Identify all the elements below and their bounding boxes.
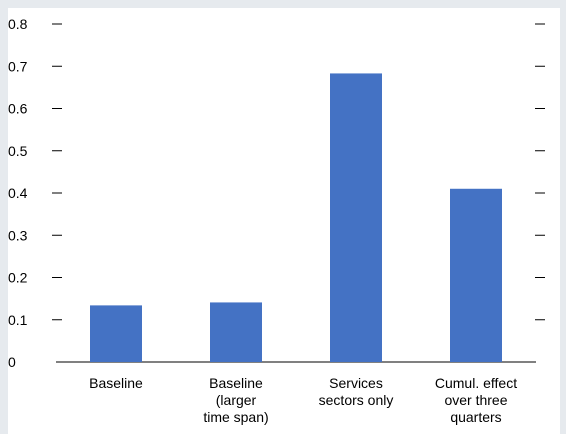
y-tick-label: 0.1 [8, 312, 28, 328]
category-label: Baseline [89, 375, 143, 391]
y-tick-label: 0.2 [8, 270, 28, 286]
y-tick-label: 0.6 [8, 101, 28, 117]
y-tick-label: 0.3 [8, 227, 28, 243]
category-label: Services sectors only [319, 375, 394, 408]
bar [330, 73, 382, 363]
bar-chart: 0 0.1 0.2 0.3 0.4 0.5 0.6 0.7 0.8 Baseline Baselin… [8, 16, 545, 425]
bar [450, 188, 502, 362]
y-tick-label: 0.5 [8, 143, 28, 159]
y-tick-label: 0.8 [8, 16, 28, 32]
bar [210, 302, 262, 362]
y-tick-label: 0.4 [8, 185, 28, 201]
y-tick-label: 0 [8, 354, 16, 370]
bar [90, 305, 142, 362]
category-label: Cumul. effect over three quarters [435, 375, 517, 425]
y-tick-label: 0.7 [8, 58, 28, 74]
chart-panel: 0 0.1 0.2 0.3 0.4 0.5 0.6 0.7 0.8 Baseline Baselin… [8, 8, 560, 434]
category-label: Baseline (larger time span) [203, 375, 268, 425]
